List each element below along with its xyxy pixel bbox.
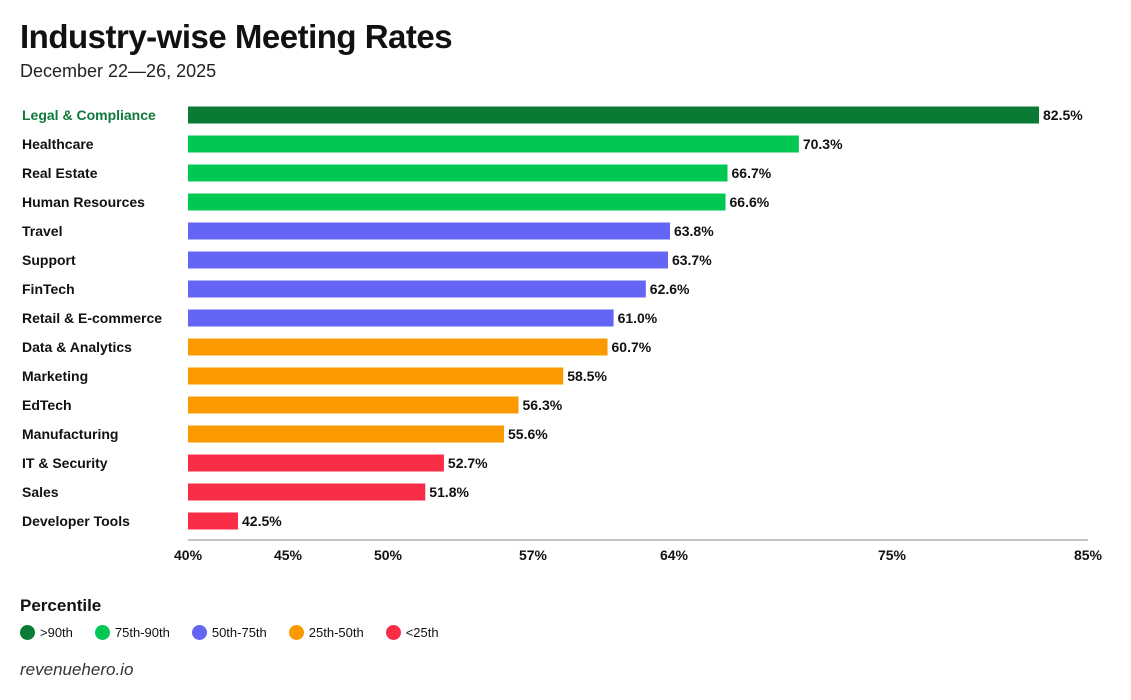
legend-item-lt25: <25th [385, 624, 439, 640]
chart-subtitle: December 22—26, 2025 [20, 61, 217, 81]
bar-it-and-security [188, 454, 444, 472]
bar-real-estate [188, 164, 728, 182]
value-label-travel: 63.8% [674, 223, 714, 239]
bar-developer-tools [188, 512, 238, 530]
legend-dot-25-50 [288, 624, 304, 640]
category-label-manufacturing: Manufacturing [22, 426, 118, 442]
legend-item-50-75: 50th-75th [191, 624, 267, 640]
value-label-healthcare: 70.3% [803, 136, 843, 152]
bar-sales [188, 483, 426, 501]
x-tick-label-75: 75% [878, 547, 907, 563]
legend-title: Percentile [20, 596, 102, 615]
category-label-real-estate: Real Estate [22, 165, 98, 181]
bar-manufacturing [188, 425, 504, 443]
legend-label-25-50: 25th-50th [308, 624, 364, 640]
x-tick-label-57: 57% [519, 547, 548, 563]
bar-support [188, 251, 668, 269]
legend-dot-gt90 [20, 624, 35, 640]
legend-label-75-90: 75th-90th [114, 624, 170, 640]
category-label-support: Support [22, 252, 76, 268]
category-label-edtech: EdTech [22, 397, 72, 413]
bar-legal-and-compliance [188, 106, 1039, 124]
value-label-developer-tools: 42.5% [242, 513, 282, 529]
chart-title: Industry-wise Meeting Rates [20, 18, 453, 55]
category-label-developer-tools: Developer Tools [22, 513, 130, 529]
legend: Percentile >90th 75th-90th 50th-75th 25t… [20, 596, 461, 642]
value-label-data-and-analytics: 60.7% [612, 339, 652, 355]
legend-item-gt90: >90th [20, 624, 73, 640]
value-label-fintech: 62.6% [650, 281, 690, 297]
legend-item-75-90: 75th-90th [94, 624, 170, 640]
category-label-healthcare: Healthcare [22, 136, 94, 152]
value-label-edtech: 56.3% [523, 397, 563, 413]
value-label-retail-and-e-commerce: 61.0% [618, 310, 658, 326]
bar-human-resources [188, 193, 726, 211]
legend-dot-50-75 [191, 624, 207, 640]
x-tick-label-85: 85% [1074, 547, 1103, 563]
source-footer: revenuehero.io [20, 660, 134, 679]
x-tick-label-64: 64% [660, 547, 689, 563]
category-label-sales: Sales [22, 484, 59, 500]
bar-travel [188, 222, 670, 240]
legend-items: >90th 75th-90th 50th-75th 25th-50th <25t… [20, 622, 461, 642]
legend-item-25-50: 25th-50th [288, 624, 364, 640]
category-label-fintech: FinTech [22, 281, 75, 297]
bar-marketing [188, 367, 564, 385]
value-label-it-and-security: 52.7% [448, 455, 488, 471]
legend-label-lt25: <25th [405, 624, 439, 640]
value-label-human-resources: 66.6% [730, 194, 770, 210]
category-label-travel: Travel [22, 223, 62, 239]
category-label-retail-and-e-commerce: Retail & E-commerce [22, 310, 162, 326]
x-tick-label-50: 50% [374, 547, 403, 563]
bar-edtech [188, 396, 519, 414]
legend-label-50-75: 50th-75th [211, 624, 267, 640]
value-label-marketing: 58.5% [567, 368, 607, 384]
legend-dot-75-90 [94, 624, 110, 640]
legend-label-gt90: >90th [40, 624, 73, 640]
bar-chart: Legal & Compliance 82.5% Healthcare 70.3% Re… [22, 106, 1103, 563]
value-label-legal-and-compliance: 82.5% [1043, 107, 1083, 123]
category-label-data-and-analytics: Data & Analytics [22, 339, 132, 355]
bar-fintech [188, 280, 646, 298]
bar-data-and-analytics [188, 338, 608, 356]
category-label-it-and-security: IT & Security [22, 455, 108, 471]
value-label-real-estate: 66.7% [732, 165, 772, 181]
category-label-legal-and-compliance: Legal & Compliance [22, 107, 156, 123]
x-tick-label-40: 40% [174, 547, 203, 563]
value-label-manufacturing: 55.6% [508, 426, 548, 442]
value-label-sales: 51.8% [429, 484, 469, 500]
x-tick-label-45: 45% [274, 547, 303, 563]
category-label-human-resources: Human Resources [22, 194, 145, 210]
bar-healthcare [188, 135, 799, 153]
bar-retail-and-e-commerce [188, 309, 614, 327]
category-label-marketing: Marketing [22, 368, 88, 384]
value-label-support: 63.7% [672, 252, 712, 268]
legend-dot-lt25 [385, 624, 401, 640]
